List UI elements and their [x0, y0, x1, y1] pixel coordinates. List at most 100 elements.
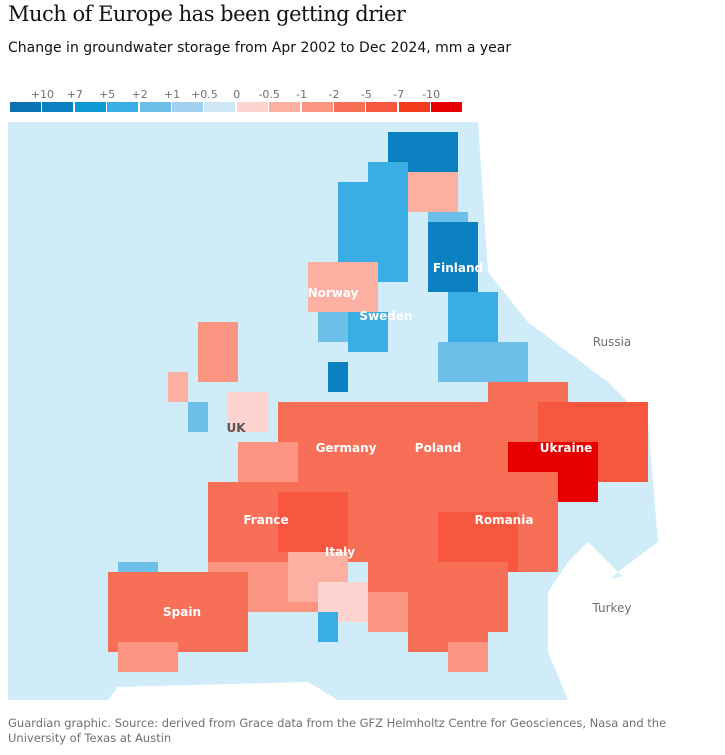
grid-cell: [242, 420, 256, 432]
grid-cell: [362, 444, 376, 458]
grid-cell: [342, 376, 348, 390]
grid-cell: [556, 570, 558, 572]
grid-cell: [160, 642, 174, 656]
grid-cell: [594, 430, 608, 444]
grid-cell: [490, 320, 498, 334]
grid-cell: [436, 626, 450, 640]
grid-cell: [408, 186, 422, 200]
grid-cell: [222, 524, 236, 538]
country-label-poland: Poland: [415, 441, 461, 455]
grid-cell: [408, 172, 422, 186]
grid-cell: [228, 392, 242, 406]
grid-cell: [302, 552, 316, 566]
grid-cell: [348, 458, 362, 472]
grid-cell: [376, 472, 390, 482]
legend-label: -0.5: [258, 88, 280, 101]
grid-cell: [222, 510, 236, 524]
grid-cell: [192, 572, 206, 586]
grid-cell: [206, 628, 220, 642]
grid-cell: [448, 306, 462, 320]
grid-cell: [250, 562, 264, 576]
grid-cell: [330, 552, 344, 566]
grid-cell: [302, 594, 316, 602]
grid-cell: [410, 576, 424, 590]
grid-cell: [578, 470, 592, 484]
grid-cell: [226, 322, 238, 336]
grid-cell: [188, 402, 202, 416]
grid-cell: [448, 656, 462, 670]
grid-cell: [250, 510, 264, 524]
grid-cell: [402, 486, 416, 500]
grid-cell: [336, 262, 350, 276]
grid-cell: [346, 582, 360, 596]
grid-cell: [250, 524, 264, 538]
grid-cell: [622, 472, 636, 482]
grid-cell: [266, 470, 280, 484]
grid-cell: [236, 552, 250, 562]
grid-cell: [430, 160, 444, 174]
grid-cell: [308, 290, 322, 304]
grid-cell: [352, 182, 366, 196]
grid-cell: [514, 570, 528, 572]
grid-cell: [306, 402, 320, 416]
legend-label: +10: [30, 88, 54, 101]
grid-cell: [382, 592, 396, 606]
grid-cell: [522, 356, 528, 370]
country-label-romania: Romania: [475, 513, 534, 527]
legend-swatch: [74, 102, 106, 112]
grid-cell: [348, 444, 362, 458]
grid-cell: [558, 382, 568, 396]
grid-cell: [222, 482, 236, 496]
grid-cell: [188, 416, 202, 430]
grid-cell: [348, 524, 362, 538]
grid-cell: [306, 492, 320, 506]
grid-cell: [332, 326, 346, 340]
grid-cell: [508, 370, 522, 382]
chart-subtitle: Change in groundwater storage from Apr 2…: [8, 40, 512, 56]
grid-cell: [472, 472, 486, 486]
grid-cell: [556, 528, 558, 542]
grid-cell: [456, 264, 470, 278]
legend-swatch: [431, 102, 463, 112]
grid-cell: [344, 552, 348, 566]
grid-cell: [566, 402, 580, 416]
grid-cell: [250, 538, 264, 552]
grid-cell: [334, 402, 348, 416]
legend-swatch: [334, 102, 365, 112]
grid-cell: [422, 186, 436, 200]
grid-cell: [264, 538, 278, 552]
grid-cell: [466, 370, 480, 382]
grid-cell: [294, 456, 298, 470]
grid-cell: [592, 498, 598, 502]
grid-cell: [396, 562, 410, 576]
grid-cell: [366, 238, 378, 252]
grid-cell: [446, 416, 460, 430]
grid-cell: [368, 562, 382, 576]
grid-cell: [448, 320, 462, 334]
grid-cell: [376, 458, 390, 472]
grid-cell: [360, 610, 368, 622]
grid-cell: [404, 416, 418, 430]
grid-cell: [294, 470, 298, 484]
grid-cell: [542, 570, 556, 572]
grid-cell: [376, 326, 388, 340]
grid-cell: [436, 612, 450, 626]
grid-cell: [376, 552, 390, 562]
grid-cell: [480, 562, 494, 576]
grid-cell: [516, 438, 530, 442]
grid-cell: [208, 496, 222, 510]
grid-cell: [278, 402, 292, 416]
grid-cell: [488, 424, 502, 438]
grid-cell: [542, 486, 556, 500]
grid-cell: [416, 486, 430, 500]
grid-cell: [150, 614, 164, 628]
grid-cell: [552, 416, 566, 430]
grid-cell: [542, 500, 556, 514]
grid-cell: [212, 378, 226, 382]
grid-cell: [494, 590, 508, 604]
grid-cell: [360, 582, 368, 596]
grid-cell: [368, 606, 382, 620]
grid-cell: [396, 620, 408, 632]
grid-cell: [636, 458, 648, 472]
grid-cell: [416, 132, 430, 146]
